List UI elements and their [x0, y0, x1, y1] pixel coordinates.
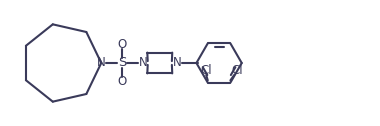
- Text: N: N: [97, 56, 106, 70]
- Text: S: S: [118, 56, 126, 70]
- Text: O: O: [117, 75, 127, 88]
- Text: Cl: Cl: [200, 64, 212, 77]
- Text: N: N: [138, 56, 147, 70]
- Text: O: O: [117, 38, 127, 51]
- Text: N: N: [173, 56, 181, 70]
- Text: Cl: Cl: [231, 64, 243, 77]
